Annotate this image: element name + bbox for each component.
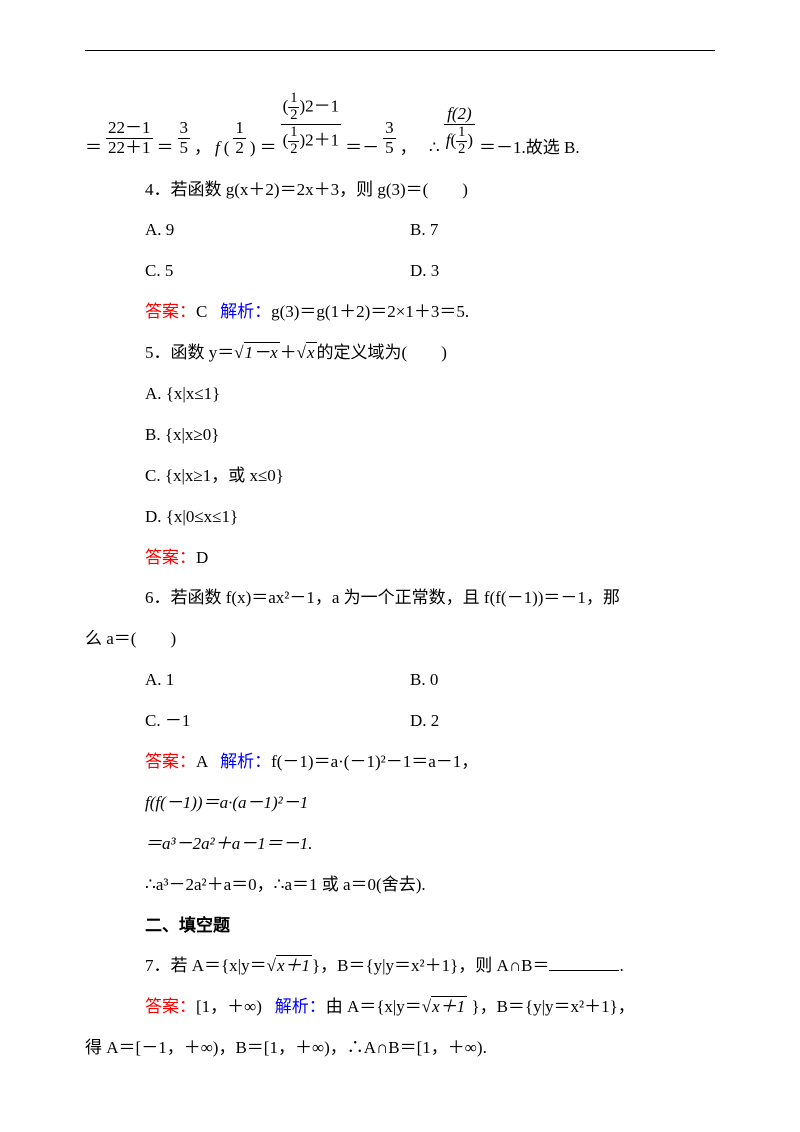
q6-answer: 答案：A 解析：f(－1)＝a·(－1)²－1＝a－1， [85, 748, 715, 777]
answer-label: 答案： [145, 302, 196, 321]
q6-optB: B. 0 [410, 666, 438, 695]
top-rule [85, 50, 715, 51]
q5-answer: 答案：D [85, 544, 715, 573]
q5-optA: A. {x|x≤1} [85, 380, 715, 409]
q6-optA: A. 1 [145, 666, 410, 695]
q5-optB: B. {x|x≥0} [85, 421, 715, 450]
q6-stem-2: 么 a＝( ) [85, 625, 715, 654]
q4-optC: C. 5 [145, 257, 410, 286]
solution-label: 解析： [220, 302, 271, 321]
q6-stem-1: 6．若函数 f(x)＝ax²－1，a 为一个正常数，且 f(f(－1))＝－1，… [85, 584, 715, 613]
q6-sol-2: f(f(－1))＝a·(a－1)²－1 [85, 789, 715, 818]
q4-opts-2: C. 5 D. 3 [85, 257, 715, 286]
q4-answer: 答案：C 解析：g(3)＝g(1＋2)＝2×1＋3＝5. [85, 298, 715, 327]
q6-optD: D. 2 [410, 707, 439, 736]
q5-optD: D. {x|0≤x≤1} [85, 503, 715, 532]
eq-continuation: ＝ 22－1 22＋1 ＝ 3 5 ， f ( 1 2 ) ＝ (12)2－1 … [85, 91, 715, 158]
q4-opts-1: A. 9 B. 7 [85, 216, 715, 245]
q4-optD: D. 3 [410, 257, 439, 286]
q4-optB: B. 7 [410, 216, 438, 245]
q6-optC: C. －1 [145, 707, 410, 736]
frac-num: 22－1 [106, 119, 153, 139]
q6-sol-4: ∴a³－2a²＋a＝0，∴a＝1 或 a＝0(舍去). [85, 871, 715, 900]
fill-blank [549, 953, 619, 971]
q5-stem: 5．函数 y＝1－x＋x的定义域为( ) [85, 339, 715, 368]
q4-stem: 4．若函数 g(x＋2)＝2x＋3，则 g(3)＝( ) [85, 176, 715, 205]
q7-answer: 答案：[1，＋∞) 解析：由 A＝{x|y＝x＋1 }，B＝{y|y＝x²＋1}… [85, 993, 715, 1022]
q7-stem: 7．若 A＝{x|y＝x＋1}，B＝{y|y＝x²＋1}，则 A∩B＝. [85, 952, 715, 981]
page: ＝ 22－1 22＋1 ＝ 3 5 ， f ( 1 2 ) ＝ (12)2－1 … [0, 0, 800, 1132]
q4-optA: A. 9 [145, 216, 410, 245]
q6-opts-1: A. 1 B. 0 [85, 666, 715, 695]
q7-sol-2: 得 A＝[－1，＋∞)，B＝[1，＋∞)，∴A∩B＝[1，＋∞). [85, 1034, 715, 1063]
section-2-title: 二、填空题 [85, 912, 715, 941]
frac-den: 22＋1 [106, 139, 153, 158]
q6-sol-3: ＝a³－2a²＋a－1＝－1. [85, 830, 715, 859]
q5-optC: C. {x|x≥1，或 x≤0} [85, 462, 715, 491]
q6-opts-2: C. －1 D. 2 [85, 707, 715, 736]
